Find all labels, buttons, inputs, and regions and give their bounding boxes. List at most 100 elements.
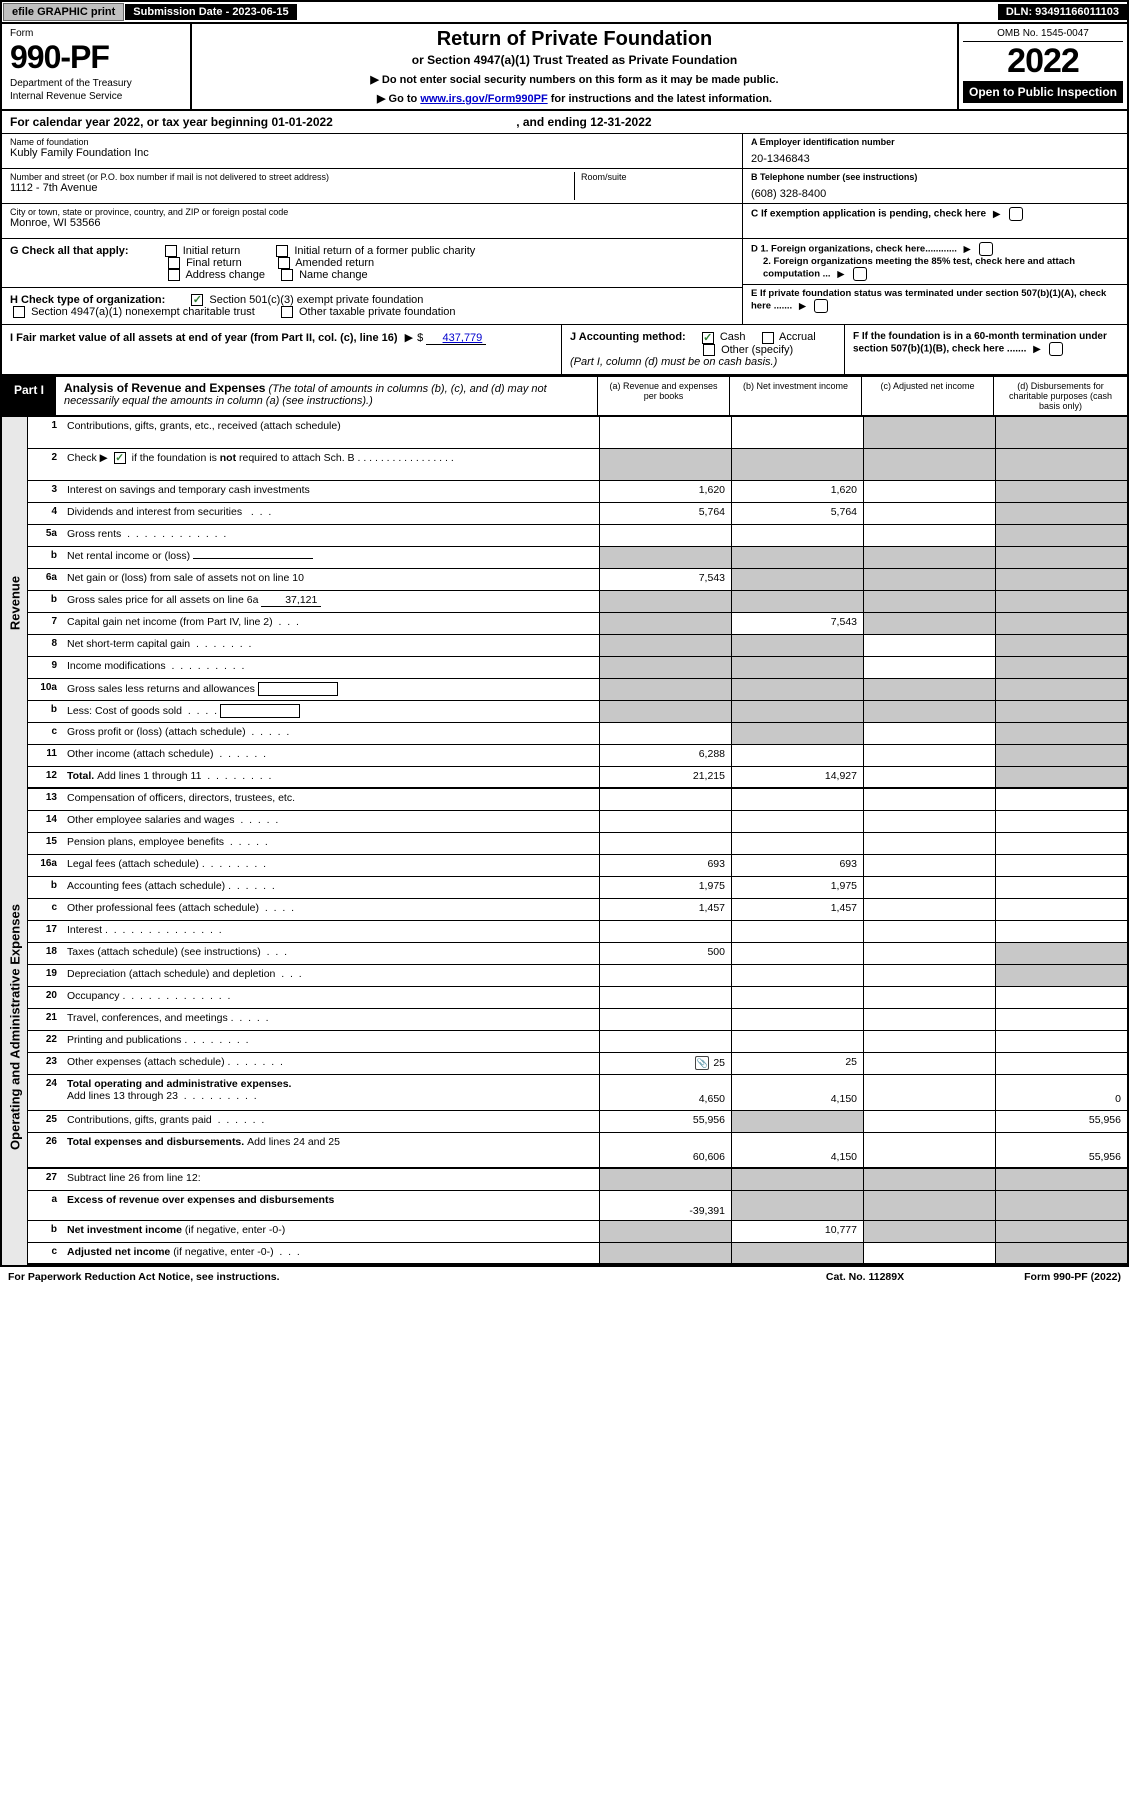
j-accrual: Accrual bbox=[779, 331, 816, 343]
checkbox-initial-former[interactable] bbox=[276, 245, 288, 257]
form-label: Form bbox=[10, 28, 182, 39]
city-value: Monroe, WI 53566 bbox=[10, 217, 734, 229]
checkbox-e[interactable] bbox=[814, 299, 828, 313]
fair-market-value[interactable]: 437,779 bbox=[426, 332, 486, 345]
table-row: 17Interest . . . . . . . . . . . . . . bbox=[28, 921, 1127, 943]
table-row: 6aNet gain or (loss) from sale of assets… bbox=[28, 569, 1127, 591]
open-public-label: Open to Public Inspection bbox=[963, 81, 1123, 103]
checkbox-accrual[interactable] bbox=[762, 332, 774, 344]
form-title: Return of Private Foundation bbox=[200, 28, 949, 51]
checkbox-initial-return[interactable] bbox=[165, 245, 177, 257]
street-address: 1112 - 7th Avenue bbox=[10, 182, 574, 194]
column-headers: (a) Revenue and expenses per books (b) N… bbox=[597, 377, 1127, 415]
table-row: 27Subtract line 26 from line 12: bbox=[28, 1169, 1127, 1191]
city-cell: City or town, state or province, country… bbox=[2, 204, 742, 239]
expenses-label-text: Operating and Administrative Expenses bbox=[7, 904, 22, 1150]
checkbox-other-method[interactable] bbox=[703, 344, 715, 356]
table-row: 14Other employee salaries and wages . . … bbox=[28, 811, 1127, 833]
j-other: Other (specify) bbox=[721, 344, 793, 356]
revenue-table: 1Contributions, gifts, grants, etc., rec… bbox=[28, 417, 1127, 789]
checkbox-d2[interactable] bbox=[853, 267, 867, 281]
checkbox-other-taxable[interactable] bbox=[281, 306, 293, 318]
page-footer: For Paperwork Reduction Act Notice, see … bbox=[0, 1267, 1129, 1287]
part1-header: Part I Analysis of Revenue and Expenses … bbox=[2, 375, 1127, 417]
j-note: (Part I, column (d) must be on cash basi… bbox=[570, 356, 777, 368]
attachment-icon[interactable]: 📎 bbox=[695, 1056, 709, 1070]
foundation-name: Kubly Family Foundation Inc bbox=[10, 147, 734, 159]
checkbox-d1[interactable] bbox=[979, 242, 993, 256]
irs-link[interactable]: www.irs.gov/Form990PF bbox=[420, 93, 547, 105]
table-row: 3Interest on savings and temporary cash … bbox=[28, 481, 1127, 503]
table-row: 13Compensation of officers, directors, t… bbox=[28, 789, 1127, 811]
addr-label: Number and street (or P.O. box number if… bbox=[10, 172, 574, 182]
instr-prefix: ▶ Go to bbox=[377, 93, 420, 105]
col-c-header: (c) Adjusted net income bbox=[861, 377, 993, 415]
table-row: 18Taxes (attach schedule) (see instructi… bbox=[28, 943, 1127, 965]
name-cell: Name of foundation Kubly Family Foundati… bbox=[2, 134, 742, 169]
g-opt-5: Name change bbox=[299, 269, 368, 281]
table-row: cGross profit or (loss) (attach schedule… bbox=[28, 723, 1127, 745]
part1-label: Part I bbox=[2, 377, 56, 415]
table-row: 20Occupancy . . . . . . . . . . . . . bbox=[28, 987, 1127, 1009]
table-row: 21Travel, conferences, and meetings . . … bbox=[28, 1009, 1127, 1031]
part1-title-cell: Analysis of Revenue and Expenses (The to… bbox=[56, 377, 597, 415]
table-row: 25Contributions, gifts, grants paid . . … bbox=[28, 1111, 1127, 1133]
checkbox-cash[interactable] bbox=[702, 332, 714, 344]
info-grid: Name of foundation Kubly Family Foundati… bbox=[2, 134, 1127, 325]
checkbox-name-change[interactable] bbox=[281, 269, 293, 281]
table-row: cOther professional fees (attach schedul… bbox=[28, 899, 1127, 921]
j-cash: Cash bbox=[720, 331, 746, 343]
expenses-section: Operating and Administrative Expenses 13… bbox=[2, 789, 1127, 1265]
revenue-label-text: Revenue bbox=[7, 576, 22, 630]
info-left: Name of foundation Kubly Family Foundati… bbox=[2, 134, 742, 324]
table-row: 12Total. Add lines 1 through 11 . . . . … bbox=[28, 767, 1127, 789]
table-row: 15Pension plans, employee benefits . . .… bbox=[28, 833, 1127, 855]
tel-label: B Telephone number (see instructions) bbox=[751, 172, 917, 182]
arrow-icon: ▶ bbox=[993, 209, 1001, 220]
table-row: bLess: Cost of goods sold . . . . bbox=[28, 701, 1127, 723]
table-row: 10aGross sales less returns and allowanc… bbox=[28, 679, 1127, 701]
checkbox-c[interactable] bbox=[1009, 207, 1023, 221]
checkbox-final-return[interactable] bbox=[168, 257, 180, 269]
checkbox-f[interactable] bbox=[1049, 342, 1063, 356]
checkbox-sch-b[interactable] bbox=[114, 452, 126, 464]
efile-print-button[interactable]: efile GRAPHIC print bbox=[3, 3, 124, 21]
part1-title: Analysis of Revenue and Expenses bbox=[64, 381, 265, 395]
form-subtitle: or Section 4947(a)(1) Trust Treated as P… bbox=[200, 53, 949, 67]
header-right: OMB No. 1545-0047 2022 Open to Public In… bbox=[957, 24, 1127, 109]
arrow-icon: ▶ bbox=[405, 331, 413, 344]
d1-label: D 1. Foreign organizations, check here..… bbox=[751, 244, 957, 255]
cal-end: 12-31-2022 bbox=[590, 115, 651, 129]
table-row: 11Other income (attach schedule) . . . .… bbox=[28, 745, 1127, 767]
h-501c3: Section 501(c)(3) exempt private foundat… bbox=[209, 294, 423, 306]
checkbox-4947[interactable] bbox=[13, 306, 25, 318]
g-opt-1: Initial return of a former public charit… bbox=[294, 245, 475, 257]
dept-treasury: Department of the Treasury bbox=[10, 78, 182, 89]
tel-cell: B Telephone number (see instructions) (6… bbox=[743, 169, 1127, 204]
section-g: G Check all that apply: Initial return I… bbox=[2, 239, 742, 288]
form-header: Form 990-PF Department of the Treasury I… bbox=[2, 24, 1127, 111]
checkbox-amended[interactable] bbox=[278, 257, 290, 269]
table-row: bAccounting fees (attach schedule) . . .… bbox=[28, 877, 1127, 899]
checkbox-address-change[interactable] bbox=[168, 269, 180, 281]
g-opt-0: Initial return bbox=[183, 245, 240, 257]
arrow-icon: ▶ bbox=[799, 301, 806, 312]
tel-value: (608) 328-8400 bbox=[751, 188, 1119, 200]
form-container: Form 990-PF Department of the Treasury I… bbox=[0, 24, 1129, 1267]
table-row: 9Income modifications . . . . . . . . . bbox=[28, 657, 1127, 679]
revenue-section: Revenue 1Contributions, gifts, grants, e… bbox=[2, 417, 1127, 789]
table-row: 4Dividends and interest from securities … bbox=[28, 503, 1127, 525]
dln-label: DLN: 93491166011103 bbox=[998, 4, 1127, 20]
expenses-side-label: Operating and Administrative Expenses bbox=[2, 789, 28, 1265]
section-h: H Check type of organization: Section 50… bbox=[2, 288, 742, 324]
footer-left: For Paperwork Reduction Act Notice, see … bbox=[8, 1271, 280, 1283]
table-row: bGross sales price for all assets on lin… bbox=[28, 591, 1127, 613]
header-left: Form 990-PF Department of the Treasury I… bbox=[2, 24, 192, 109]
checkbox-501c3[interactable] bbox=[191, 294, 203, 306]
table-row: 2Check ▶ if the foundation is not requir… bbox=[28, 449, 1127, 481]
ein-value: 20-1346843 bbox=[751, 153, 1119, 165]
header-center: Return of Private Foundation or Section … bbox=[192, 24, 957, 109]
section-i: I Fair market value of all assets at end… bbox=[2, 325, 562, 373]
table-row: 26Total expenses and disbursements. Add … bbox=[28, 1133, 1127, 1169]
i-label: I Fair market value of all assets at end… bbox=[10, 332, 398, 344]
